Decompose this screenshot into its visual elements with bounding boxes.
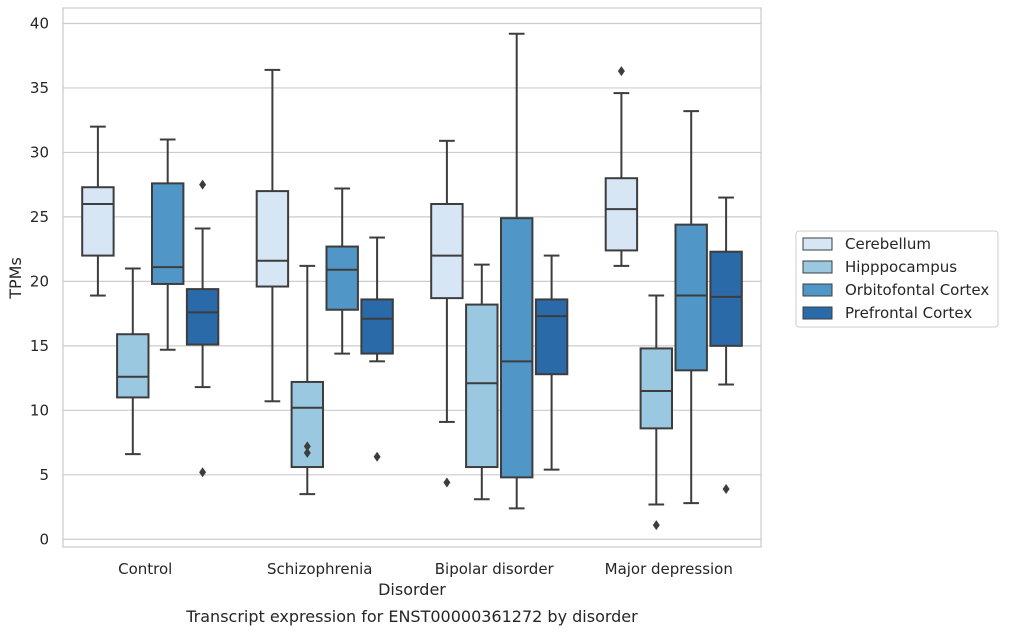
y-tick-label: 15 <box>30 337 49 355</box>
y-tick-label: 0 <box>39 530 49 548</box>
box-hipppocampus <box>290 264 325 496</box>
legend-label: Orbitofontal Cortex <box>845 281 989 299</box>
box-orbitofontal-cortex <box>325 187 359 355</box>
y-tick-label: 20 <box>30 272 49 290</box>
box-cerebellum <box>255 68 290 403</box>
x-axis-ticks: Control Schizophrenia Bipolar disorder Majo… <box>118 560 733 578</box>
x-tick-label: Major depression <box>605 560 733 578</box>
y-tick-label: 5 <box>39 466 49 484</box>
box-orbitofontal-cortex <box>150 138 185 351</box>
box-cerebellum <box>430 139 464 488</box>
y-tick-label: 40 <box>30 14 49 32</box>
box-prefrontal-cortex <box>534 254 569 471</box>
box-prefrontal-cortex <box>360 236 394 462</box>
outlier-point <box>199 467 207 478</box>
iqr-box <box>674 223 708 372</box>
iqr-box <box>465 303 499 469</box>
legend: Cerebellum Hipppocampus Orbitofontal Corte… <box>795 230 999 328</box>
box-orbitofontal-cortex <box>674 110 708 505</box>
box-prefrontal-cortex <box>709 196 743 494</box>
iqr-box <box>639 347 674 430</box>
grid-lines <box>63 22 761 540</box>
iqr-box <box>360 298 394 355</box>
legend-frame <box>795 230 999 328</box>
iqr-box <box>604 177 639 252</box>
x-tick-label: Control <box>118 560 172 578</box>
iqr-box <box>499 217 534 479</box>
iqr-box <box>150 182 185 285</box>
x-axis-label: Disorder <box>378 580 446 599</box>
outlier-point <box>722 483 730 494</box>
legend-swatch <box>802 283 833 297</box>
box-cerebellum <box>81 125 115 297</box>
iqr-box <box>325 245 359 311</box>
legend-label: Prefrontal Cortex <box>845 304 972 322</box>
y-axis-label: TPMs <box>6 257 25 300</box>
outlier-point <box>373 451 381 462</box>
box-hipppocampus <box>465 263 499 501</box>
iqr-box <box>116 333 150 399</box>
box-orbitofontal-cortex <box>499 32 534 510</box>
box-prefrontal-cortex <box>185 179 220 478</box>
box-cerebellum <box>604 66 639 267</box>
box-hipppocampus <box>116 267 150 456</box>
iqr-box <box>255 190 290 288</box>
y-tick-label: 10 <box>30 401 49 419</box>
legend-label: Hipppocampus <box>845 258 957 276</box>
x-tick-label: Bipolar disorder <box>435 560 555 578</box>
outlier-point <box>617 66 625 77</box>
iqr-box <box>185 288 220 346</box>
chart-caption: Transcript expression for ENST0000036127… <box>185 607 638 626</box>
iqr-box <box>534 298 569 376</box>
iqr-box <box>81 186 115 257</box>
outlier-point <box>303 441 311 452</box>
y-axis-ticks: 0 5 10 15 20 25 30 35 40 <box>30 14 49 548</box>
outlier-point <box>303 447 311 458</box>
iqr-box <box>709 250 743 347</box>
x-tick-label: Schizophrenia <box>267 560 372 578</box>
y-tick-label: 35 <box>30 79 49 97</box>
box-hipppocampus <box>639 294 674 531</box>
outlier-point <box>652 520 660 531</box>
legend-swatch <box>802 237 833 251</box>
outlier-point <box>199 179 207 190</box>
legend-label: Cerebellum <box>845 235 931 253</box>
y-tick-label: 25 <box>30 208 49 226</box>
legend-swatch <box>802 260 833 274</box>
outlier-point <box>443 477 451 488</box>
legend-swatch <box>802 306 833 320</box>
y-tick-label: 30 <box>30 143 49 161</box>
iqr-box <box>430 203 464 300</box>
box-groups <box>81 32 743 531</box>
